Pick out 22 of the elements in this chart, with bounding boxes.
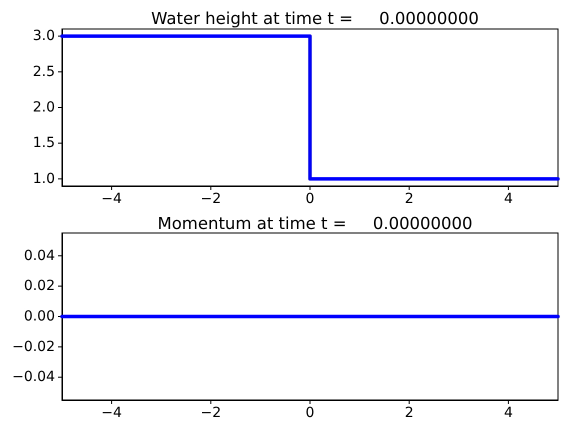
- y-tick-label: 0.04: [24, 248, 56, 264]
- x-tick-label: −2: [200, 405, 222, 421]
- x-tick-label: 0: [306, 405, 314, 421]
- y-tick-label: 1.5: [32, 135, 55, 152]
- y-tick-label: 3.0: [32, 28, 55, 44]
- chart-title: Momentum at time t = 0.00000000: [157, 214, 473, 233]
- x-tick-label: 4: [504, 405, 513, 421]
- y-tick-label: 1.0: [32, 170, 55, 187]
- x-tick-label: −4: [101, 405, 122, 421]
- y-tick-label: 0.02: [24, 278, 55, 294]
- x-tick-label: 2: [404, 405, 414, 421]
- x-tick-label: −2: [200, 191, 222, 207]
- y-tick-label: 2.0: [32, 100, 55, 116]
- x-tick-label: 0: [306, 191, 314, 207]
- y-tick-label: −0.04: [12, 369, 56, 386]
- x-tick-label: 4: [504, 191, 513, 207]
- x-tick-label: 2: [404, 191, 414, 207]
- x-tick-label: −4: [101, 191, 122, 207]
- chart-title: Water height at time t = 0.00000000: [151, 9, 479, 28]
- y-tick-label: 2.5: [32, 64, 55, 80]
- y-tick-label: 0.00: [24, 308, 55, 324]
- y-tick-label: −0.02: [12, 338, 55, 355]
